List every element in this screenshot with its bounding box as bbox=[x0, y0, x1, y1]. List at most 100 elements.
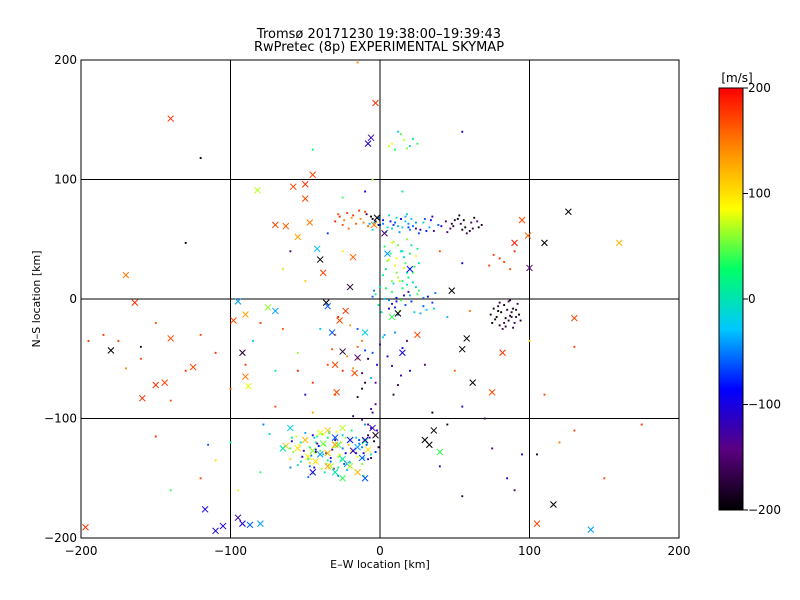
data-point-x-marker bbox=[271, 307, 279, 315]
data-point-dot bbox=[368, 222, 371, 225]
data-point-x-marker bbox=[324, 302, 332, 310]
data-point-dot bbox=[414, 221, 417, 224]
data-point-dot bbox=[349, 461, 352, 464]
data-point-x-marker bbox=[324, 427, 332, 434]
x-tick-label: −100 bbox=[214, 544, 247, 558]
data-point-x-marker bbox=[425, 441, 433, 449]
data-point-dot bbox=[416, 247, 419, 250]
data-point-dot bbox=[398, 231, 401, 234]
data-point-x-marker bbox=[354, 354, 361, 361]
data-point-dot bbox=[431, 215, 434, 218]
data-point-dot bbox=[428, 226, 431, 229]
data-point-dot bbox=[352, 415, 355, 418]
data-point-dot bbox=[199, 477, 202, 480]
data-point-dot bbox=[334, 220, 337, 223]
data-point-dot bbox=[397, 313, 399, 316]
data-point-dot bbox=[459, 222, 462, 225]
data-point-dot bbox=[299, 460, 302, 463]
data-point-dot bbox=[431, 301, 434, 304]
data-point-dot bbox=[400, 374, 402, 377]
data-point-dot bbox=[361, 418, 364, 421]
data-point-dot bbox=[338, 453, 341, 456]
data-point-x-marker bbox=[167, 115, 175, 122]
data-point-dot bbox=[410, 218, 413, 220]
data-point-x-marker bbox=[394, 309, 402, 317]
data-point-x-marker bbox=[469, 379, 477, 387]
data-point-dot bbox=[507, 300, 510, 303]
data-point-dot bbox=[338, 454, 341, 457]
data-point-x-marker bbox=[201, 505, 209, 513]
data-point-dot bbox=[154, 322, 157, 324]
data-point-dot bbox=[229, 387, 232, 390]
data-point-dot bbox=[302, 449, 305, 452]
data-point-dot bbox=[292, 451, 295, 453]
data-point-dot bbox=[392, 282, 395, 285]
data-point-x-marker bbox=[82, 523, 89, 531]
data-point-dot bbox=[322, 433, 325, 436]
data-point-x-marker bbox=[316, 450, 324, 458]
data-point-x-marker bbox=[324, 462, 332, 470]
data-point-dot bbox=[331, 348, 334, 351]
data-point-x-marker bbox=[316, 429, 324, 437]
data-point-x-marker bbox=[541, 239, 548, 247]
data-point-dot bbox=[356, 455, 359, 458]
data-point-dot bbox=[341, 369, 344, 372]
data-point-dot bbox=[367, 458, 370, 461]
data-point-dot bbox=[480, 224, 483, 226]
data-point-dot bbox=[423, 218, 426, 220]
data-point-dot bbox=[422, 296, 425, 299]
data-point-dot bbox=[383, 333, 386, 336]
data-point-dot bbox=[350, 449, 353, 452]
data-point-dot bbox=[543, 393, 546, 396]
data-point-x-marker bbox=[246, 521, 254, 529]
data-point-dot bbox=[307, 458, 310, 461]
data-point-x-marker bbox=[242, 311, 249, 318]
data-point-x-marker bbox=[570, 314, 578, 322]
data-point-dot bbox=[337, 474, 340, 477]
colorbar-tick-label: −200 bbox=[748, 503, 781, 517]
data-point-dot bbox=[298, 443, 301, 446]
data-point-dot bbox=[437, 224, 440, 226]
data-point-x-marker bbox=[219, 522, 227, 530]
data-point-x-marker bbox=[565, 208, 572, 216]
data-point-dot bbox=[341, 224, 344, 226]
data-point-dot bbox=[337, 466, 340, 469]
data-point-x-marker bbox=[167, 335, 175, 342]
data-point-dot bbox=[391, 365, 393, 367]
data-point-dot bbox=[419, 312, 422, 315]
data-point-dot bbox=[492, 307, 495, 310]
colorbar-label: [m/s] bbox=[721, 71, 752, 85]
data-point-dot bbox=[417, 289, 420, 292]
data-point-dot bbox=[296, 464, 299, 467]
data-point-dot bbox=[453, 219, 456, 222]
data-point-x-marker bbox=[313, 245, 321, 253]
data-point-dot bbox=[411, 271, 414, 274]
data-point-dot bbox=[397, 276, 399, 279]
x-tick-label: 100 bbox=[518, 544, 541, 558]
data-point-x-marker bbox=[399, 349, 406, 357]
data-point-x-marker bbox=[367, 134, 375, 142]
data-point-dot bbox=[506, 477, 509, 480]
chart-subtitle: RwPretec (8p) EXPERIMENTAL SKYMAP bbox=[254, 40, 504, 55]
data-point-dot bbox=[364, 349, 367, 352]
data-point-dot bbox=[184, 369, 187, 372]
data-point-x-marker bbox=[301, 195, 309, 202]
data-point-dot bbox=[374, 220, 377, 223]
data-point-dot bbox=[367, 225, 370, 228]
data-point-dot bbox=[356, 345, 359, 348]
data-point-dot bbox=[290, 436, 293, 439]
data-point-dot bbox=[464, 226, 467, 229]
colorbar: [m/s] 200 100 0 −100 −200 bbox=[718, 71, 781, 517]
data-point-dot bbox=[371, 351, 374, 354]
data-point-dot bbox=[289, 447, 292, 450]
data-point-dot bbox=[394, 306, 396, 309]
data-point-dot bbox=[392, 240, 395, 243]
data-point-dot bbox=[313, 466, 316, 469]
data-point-x-marker bbox=[309, 447, 317, 455]
data-point-dot bbox=[289, 458, 292, 461]
data-point-dot bbox=[355, 436, 358, 439]
data-point-dot bbox=[395, 216, 398, 219]
data-point-dot bbox=[341, 434, 344, 437]
data-point-x-marker bbox=[239, 520, 246, 528]
data-point-x-marker bbox=[254, 186, 261, 194]
